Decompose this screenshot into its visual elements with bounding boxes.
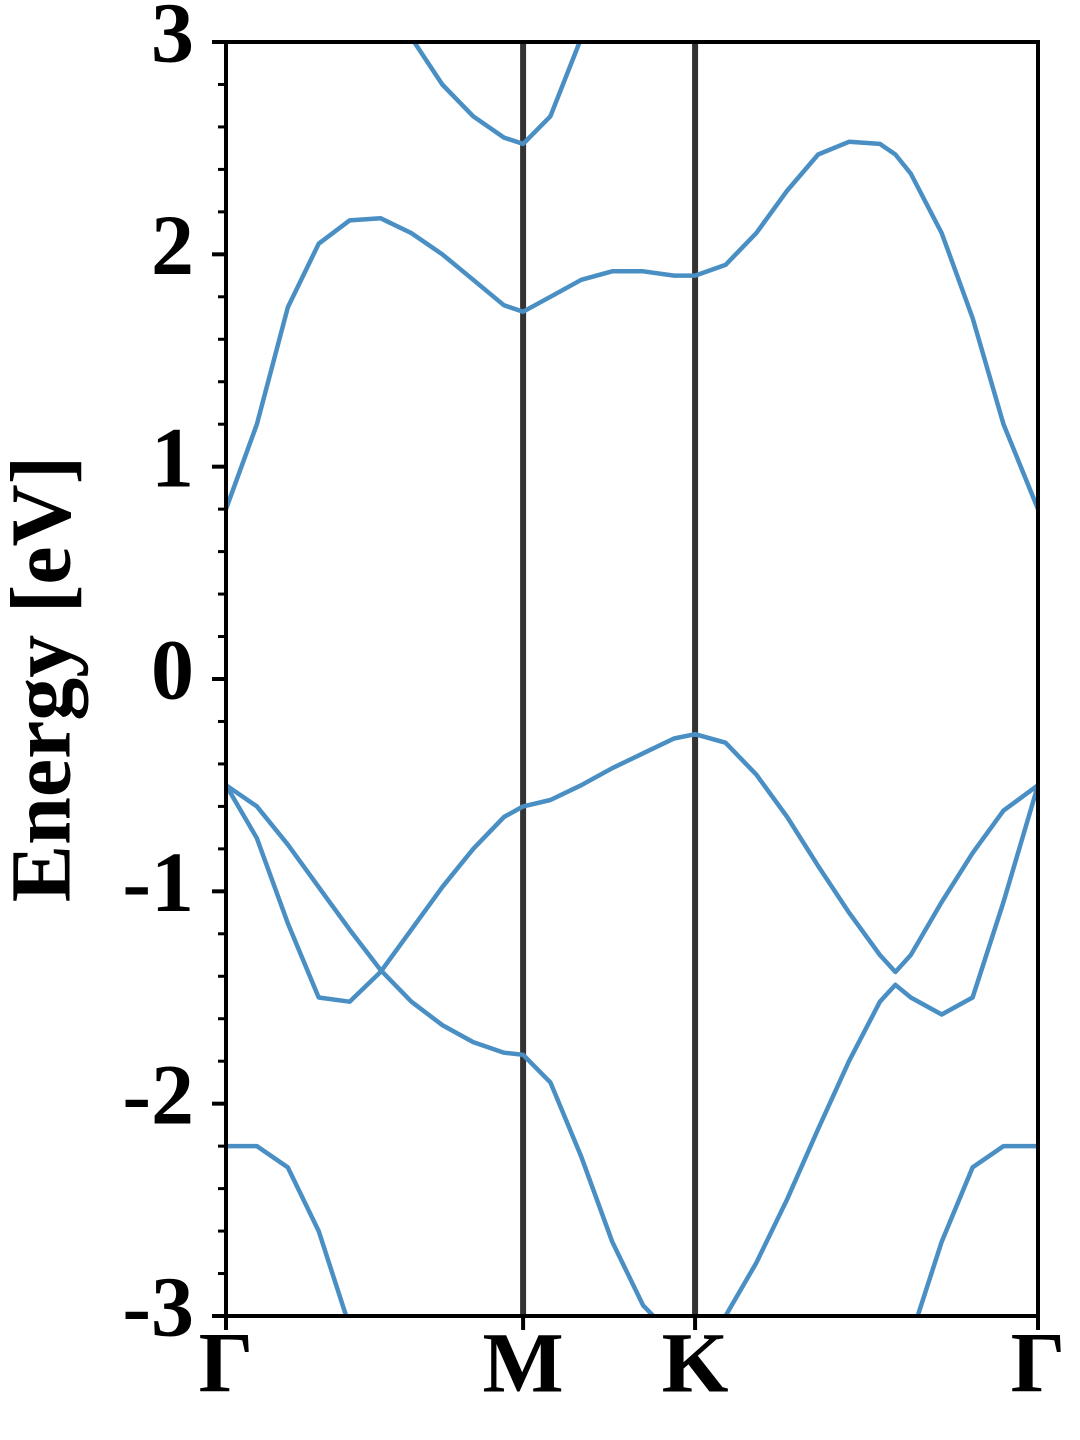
x-tick-label: Γ: [1011, 1315, 1066, 1411]
y-tick-label: 1: [151, 409, 194, 505]
y-tick-label: -1: [122, 834, 194, 930]
y-tick-label: 3: [151, 0, 194, 81]
band-line: [411, 42, 583, 147]
y-tick-label: 0: [151, 622, 194, 718]
x-tick-label: K: [662, 1315, 729, 1411]
y-tick-label: 2: [151, 197, 194, 293]
x-tick-label: Γ: [199, 1315, 254, 1411]
bands: [226, 42, 1038, 1316]
plot-frame: [224, 40, 1040, 1318]
y-tick-label: -2: [122, 1046, 194, 1142]
band-line: [226, 139, 1038, 510]
x-tick-label: M: [483, 1315, 564, 1411]
y-axis-label: Energy [eV]: [0, 456, 89, 903]
band-line: [226, 731, 1038, 1004]
y-tick-label: -3: [122, 1259, 194, 1355]
band-line: [226, 783, 1038, 1316]
band-line: [226, 1143, 1038, 1316]
